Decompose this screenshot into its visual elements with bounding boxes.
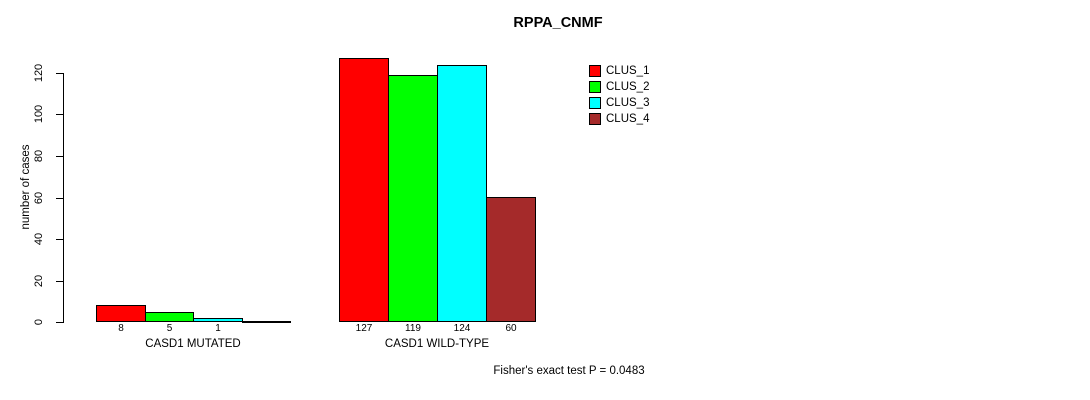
y-tick-label: 80 [33, 149, 45, 163]
y-tick [56, 281, 63, 282]
chart-title: RPPA_CNMF [513, 15, 603, 31]
y-tick-label: 120 [33, 63, 45, 83]
bar-value-label: 60 [505, 323, 517, 334]
bar-clus_3 [193, 318, 243, 322]
bar-value-label: 5 [166, 323, 173, 334]
fisher-test-note: Fisher's exact test P = 0.0483 [493, 365, 645, 377]
y-axis-label: number of cases [20, 144, 32, 230]
y-tick-label: 20 [33, 274, 45, 288]
y-tick [56, 73, 63, 74]
legend-swatch-clus_1 [589, 65, 601, 77]
y-axis-line [63, 73, 64, 323]
group-axis-label: CASD1 MUTATED [145, 338, 241, 350]
bar-value-label: 1 [215, 323, 221, 334]
y-tick [56, 114, 63, 115]
y-tick [56, 322, 63, 323]
y-tick [56, 156, 63, 157]
legend-label: CLUS_1 [606, 65, 650, 77]
bar-clus_1 [96, 305, 146, 322]
legend-label: CLUS_4 [606, 113, 650, 125]
bar-value-label: 127 [355, 323, 373, 334]
y-tick-label: 60 [33, 191, 45, 205]
bar-clus_2 [388, 75, 438, 322]
y-tick-label: 0 [33, 318, 45, 326]
legend-swatch-clus_2 [589, 81, 601, 93]
legend-label: CLUS_3 [606, 97, 650, 109]
legend-item: CLUS_3 [589, 97, 649, 109]
legend-swatch-clus_3 [589, 97, 601, 109]
y-tick [56, 198, 63, 199]
bar-value-label: 8 [118, 323, 124, 334]
legend-swatch-clus_4 [589, 113, 601, 125]
bar-value-label: 119 [405, 323, 421, 334]
group-axis-label: CASD1 WILD-TYPE [384, 338, 490, 350]
legend-item: CLUS_4 [589, 113, 649, 125]
bar-clus_4 [486, 197, 536, 322]
bar-clus_1 [339, 58, 389, 322]
legend-label: CLUS_2 [606, 81, 650, 93]
y-tick [56, 239, 63, 240]
bar-value-label: 124 [453, 323, 471, 334]
bar-clus_4-zero [242, 321, 291, 323]
y-tick-label: 40 [33, 232, 45, 246]
legend-item: CLUS_2 [589, 81, 649, 93]
legend-item: CLUS_1 [589, 65, 649, 77]
bar-clus_3 [437, 65, 487, 322]
bar-clus_2 [145, 312, 194, 322]
y-tick-label: 100 [33, 104, 45, 124]
